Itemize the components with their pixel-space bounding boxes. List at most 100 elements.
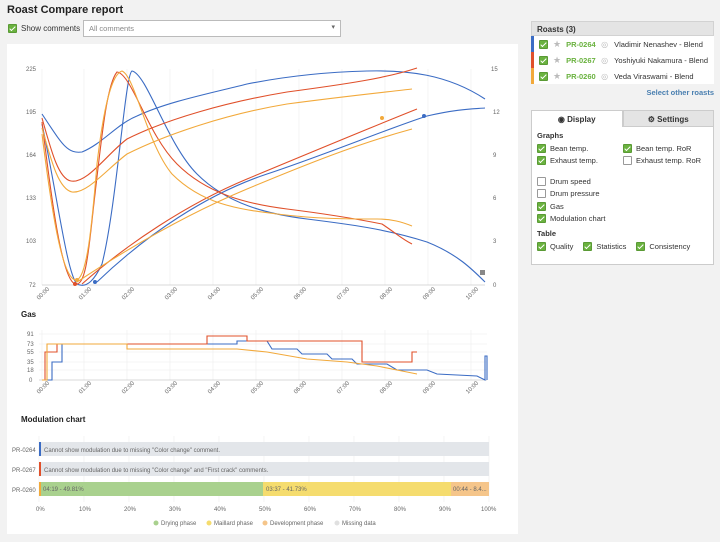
roast-checkbox[interactable] xyxy=(539,55,548,65)
option-gas[interactable]: Gas xyxy=(537,200,708,213)
gas-x-tick: 03:00 xyxy=(164,380,179,395)
eye-icon[interactable]: ◎ xyxy=(601,71,609,81)
gas-x-tick: 05:00 xyxy=(250,380,265,395)
comments-filter-select[interactable]: All comments ▾ xyxy=(83,20,341,37)
exhaust-ror-label: Exhaust temp. RoR xyxy=(636,156,702,166)
chevron-down-icon: ▾ xyxy=(331,24,335,31)
main-chart: 72 103 133 164 195 225 0 3 6 9 12 15 00:… xyxy=(26,67,500,301)
eye-icon[interactable]: ◎ xyxy=(601,39,609,49)
drying-phase-label: 04:19 - 49.81% xyxy=(43,487,84,493)
modulation-label: Modulation chart xyxy=(550,214,606,224)
y-tick-right: 3 xyxy=(493,239,497,245)
display-options: Graphs Bean temp. Bean temp. RoR Exhaust… xyxy=(531,127,714,265)
maillard-phase-bar xyxy=(263,482,451,496)
show-comments-checkbox[interactable] xyxy=(8,24,17,33)
option-drum-pressure[interactable]: Drum pressure xyxy=(537,188,708,201)
bean-ror-line-pr0260 xyxy=(76,128,413,283)
exhaust-temp-checkbox[interactable] xyxy=(537,156,546,166)
gas-chart: Gas 0 18 35 55 73 91 00:00 01:00 02:00 0… xyxy=(21,310,488,395)
modulation-x-tick: 100% xyxy=(481,507,497,513)
y-tick-left: 103 xyxy=(26,239,37,245)
modulation-x-tick: 90% xyxy=(439,507,452,513)
consistency-checkbox[interactable] xyxy=(636,241,646,251)
statistics-label: Statistics xyxy=(596,241,627,251)
option-modulation[interactable]: Modulation chart xyxy=(537,213,708,226)
roast-code[interactable]: PR-0264 xyxy=(566,39,596,49)
modulation-row-bar xyxy=(39,442,489,456)
gas-x-tick: 06:00 xyxy=(293,380,308,395)
charts-svg: 72 103 133 164 195 225 0 3 6 9 12 15 00:… xyxy=(12,67,500,527)
drying-phase-bar xyxy=(39,482,263,496)
page-title: Roast Compare report xyxy=(7,4,124,16)
gas-x-tick: 01:00 xyxy=(78,380,93,395)
legend-dot-missing xyxy=(334,520,340,526)
tab-display[interactable]: ◉ Display xyxy=(531,110,623,127)
legend-dot-maillard xyxy=(206,520,212,526)
show-comments-toggle[interactable]: Show comments xyxy=(8,24,80,33)
gas-x-tick: 10:00 xyxy=(465,380,480,395)
star-icon[interactable]: ★ xyxy=(553,54,562,65)
modulation-row-label: PR-0267 xyxy=(12,468,36,474)
roast-row[interactable]: ★ PR-0264 ◎ Vladimir Nenashev - Blend xyxy=(531,36,714,52)
legend-dot-drying xyxy=(153,520,159,526)
gas-y-tick: 18 xyxy=(27,368,34,374)
gas-checkbox[interactable] xyxy=(537,201,546,211)
modulation-checkbox[interactable] xyxy=(537,214,546,224)
exhaust-ror-checkbox[interactable] xyxy=(623,156,632,166)
roast-row[interactable]: ★ PR-0267 ◎ Yoshiyuki Nakamura - Blend xyxy=(531,52,714,68)
gas-x-tick: 04:00 xyxy=(207,380,222,395)
tab-display-label: Display xyxy=(567,115,596,124)
bean-ror-line-pr0267 xyxy=(81,108,418,285)
option-bean-temp[interactable]: Bean temp. xyxy=(537,142,623,155)
roasts-panel: Roasts (3) ★ PR-0264 ◎ Vladimir Nenashev… xyxy=(531,21,714,97)
gas-y-tick: 91 xyxy=(27,332,34,338)
option-exhaust-ror[interactable]: Exhaust temp. RoR xyxy=(623,155,713,168)
drum-speed-checkbox[interactable] xyxy=(537,176,546,186)
gas-label: Gas xyxy=(550,201,564,211)
data-point-marker xyxy=(75,278,79,282)
y-tick-right: 0 xyxy=(493,283,497,289)
tab-settings[interactable]: ⚙ Settings xyxy=(622,110,714,127)
bean-temp-label: Bean temp. xyxy=(550,143,589,153)
modulation-row-label: PR-0260 xyxy=(12,488,36,494)
star-icon[interactable]: ★ xyxy=(553,70,562,81)
gas-x-tick: 02:00 xyxy=(121,380,136,395)
option-drum-speed[interactable]: Drum speed xyxy=(537,175,708,188)
select-other-roasts-link[interactable]: Select other roasts xyxy=(646,88,714,97)
y-tick-left: 72 xyxy=(29,283,36,289)
gas-y-tick: 0 xyxy=(29,378,33,384)
roast-checkbox[interactable] xyxy=(539,39,548,49)
y-tick-right: 12 xyxy=(493,110,500,116)
eye-icon[interactable]: ◎ xyxy=(601,55,609,65)
x-tick: 07:00 xyxy=(336,286,351,301)
roast-color-bar xyxy=(531,36,534,52)
gas-y-tick: 35 xyxy=(27,360,34,366)
y-tick-right: 9 xyxy=(493,153,497,159)
option-exhaust-temp[interactable]: Exhaust temp. xyxy=(537,155,623,168)
roast-name: Veda Viraswami - Blend xyxy=(614,71,694,81)
roast-code[interactable]: PR-0260 xyxy=(566,71,596,81)
quality-checkbox[interactable] xyxy=(537,241,546,251)
drum-pressure-checkbox[interactable] xyxy=(537,189,546,199)
roast-code[interactable]: PR-0267 xyxy=(566,55,596,65)
table-heading: Table xyxy=(537,229,557,238)
statistics-checkbox[interactable] xyxy=(583,241,593,251)
display-settings-tabs: ◉ Display ⚙ Settings xyxy=(531,110,714,127)
gear-icon: ⚙ xyxy=(647,115,658,124)
modulation-chart: Modulation chart PR-0264 Cannot show mod… xyxy=(12,415,497,527)
option-bean-ror[interactable]: Bean temp. RoR xyxy=(623,142,713,155)
star-icon[interactable]: ★ xyxy=(553,38,562,49)
gas-x-tick: 07:00 xyxy=(336,380,351,395)
modulation-x-tick: 0% xyxy=(36,507,45,513)
modulation-x-tick: 20% xyxy=(124,507,137,513)
modulation-x-tick: 80% xyxy=(394,507,407,513)
roast-row[interactable]: ★ PR-0260 ◎ Veda Viraswami - Blend xyxy=(531,68,714,84)
bean-ror-checkbox[interactable] xyxy=(623,143,632,153)
y-tick-right: 15 xyxy=(491,67,498,73)
gas-x-tick: 00:00 xyxy=(36,380,51,395)
roast-checkbox[interactable] xyxy=(539,71,548,81)
modulation-x-tick: 60% xyxy=(304,507,317,513)
legend-dot-development xyxy=(262,520,268,526)
x-tick: 05:00 xyxy=(250,286,265,301)
bean-temp-checkbox[interactable] xyxy=(537,143,546,153)
